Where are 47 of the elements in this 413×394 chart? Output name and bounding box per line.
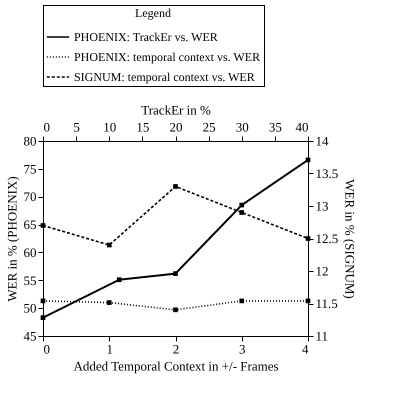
y2-tick-label: 13 [316,198,328,214]
x-tick-label: 3 [239,342,246,356]
y-tick-label: 50 [24,300,36,316]
x2-tick-label: 15 [136,120,150,134]
x2-axis-title: TrackEr in % [141,102,211,118]
y-tick-label: 80 [24,134,36,148]
x-tick-label: 0 [44,342,50,356]
legend-label: PHOENIX: TrackEr vs. WER [74,30,218,44]
y-axis-title: WER in % (PHOENIX) [4,176,20,302]
legend-title: Legend [135,6,171,20]
point [173,184,178,189]
x-tick-label: 2 [172,342,180,356]
x2-tick-label: 0 [44,120,50,134]
x2-tick-label: 30 [236,120,249,134]
y2-tick-label: 11 [316,328,328,344]
y2-axis-title: WER in % (SIGNUM) [342,179,358,299]
y2-tick-label: 13.5 [316,166,338,181]
y2-tick-label: 14 [316,134,329,148]
x-tick-label: 4 [302,342,309,356]
x2-tick-label: 25 [202,120,216,134]
point [106,300,112,305]
x2-tick-label: 20 [170,120,182,134]
y-tick-label: 60 [24,244,36,260]
x2-tick-label: 40 [296,120,308,134]
point [239,298,244,304]
point [40,223,46,228]
x-tick-label: 1 [106,342,113,356]
point [40,298,46,304]
y-tick-label: 55 [24,272,36,288]
point [239,210,244,215]
legend-label: SIGNUM: temporal context vs. WER [74,70,255,84]
point [173,307,178,312]
y-tick-label: 65 [24,217,36,232]
x2-tick-label: 10 [103,120,116,134]
y2-tick-label: 11.5 [316,296,338,311]
y-tick-label: 75 [24,161,36,176]
y-tick-label: 45 [24,328,36,344]
point [306,236,310,241]
point [306,298,310,304]
y-tick-label: 70 [24,189,36,204]
x2-tick-label: 5 [73,120,80,134]
y2-tick-label: 12 [316,264,328,278]
point [106,242,112,248]
x-axis-title: Added Temporal Context in +/- Frames [73,358,279,374]
y2-tick-label: 12.5 [316,231,338,246]
x2-tick-label: 35 [268,120,282,134]
legend-label: PHOENIX: temporal context vs. WER [74,50,260,64]
